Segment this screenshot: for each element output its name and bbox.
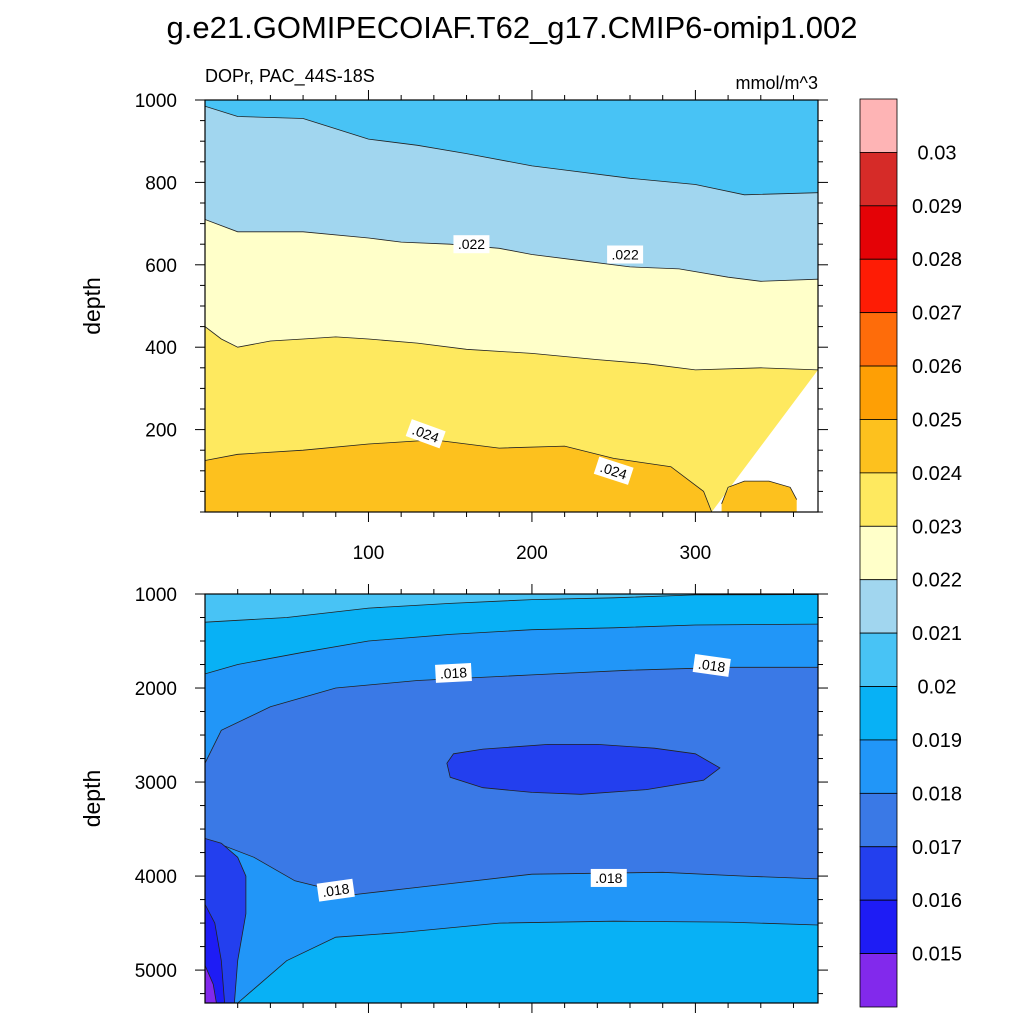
contour-label: .018 bbox=[435, 663, 472, 683]
contour-label-text: .022 bbox=[458, 236, 485, 252]
contour-band-bottom-4 bbox=[205, 838, 818, 1003]
y-tick-label: 800 bbox=[145, 173, 177, 194]
chart-title: g.e21.GOMIPECOIAF.T62_g17.CMIP6-omip1.00… bbox=[167, 10, 858, 45]
contour-line-top-0 bbox=[205, 439, 713, 512]
contour-label-text: .018 bbox=[595, 870, 622, 886]
contour-line-top-3 bbox=[205, 219, 818, 282]
colorbar-swatch bbox=[859, 205, 898, 260]
contour-label: .018 bbox=[316, 878, 355, 902]
colorbar-label: 0.03 bbox=[918, 142, 957, 164]
contour-band-top-4 bbox=[205, 106, 818, 282]
y-tick-label: 5000 bbox=[135, 961, 177, 982]
contour-blob-bottom-0 bbox=[446, 744, 721, 795]
contour-line-bottom-0 bbox=[205, 594, 818, 623]
colorbar-label: 0.026 bbox=[912, 356, 962, 378]
colorbar-label: 0.027 bbox=[912, 303, 962, 325]
colorbar-label: 0.022 bbox=[912, 570, 962, 592]
colorbar-label: 0.016 bbox=[912, 890, 962, 912]
y-tick-label: 1000 bbox=[135, 91, 177, 112]
colorbar-label: 0.015 bbox=[912, 944, 962, 966]
x-tick-label: 100 bbox=[353, 543, 385, 564]
contour-band-bottom-0 bbox=[205, 594, 818, 623]
contour-band-bottom-1 bbox=[205, 594, 818, 674]
contour-line-bottom-3 bbox=[205, 838, 818, 896]
colorbar-swatch bbox=[859, 365, 898, 420]
colorbar-label: 0.024 bbox=[912, 463, 962, 485]
y-tick-label: 1000 bbox=[135, 585, 177, 606]
contour-blob-bottom-3 bbox=[205, 965, 217, 1003]
colorbar-swatch bbox=[859, 632, 898, 687]
colorbar-label: 0.018 bbox=[912, 783, 962, 805]
colorbar-swatch bbox=[859, 792, 898, 848]
colorbar-swatch bbox=[859, 846, 898, 901]
colorbar-swatch bbox=[859, 899, 898, 954]
contour-band-top-0 bbox=[205, 439, 818, 512]
y-axis-label: depth bbox=[79, 277, 105, 335]
contour-label: .022 bbox=[607, 245, 644, 264]
colorbar-swatch bbox=[859, 258, 898, 314]
colorbar-swatch bbox=[859, 98, 898, 153]
contour-label-text: .018 bbox=[439, 664, 467, 681]
plot-frame-bottom bbox=[204, 593, 819, 1004]
contour-band-bottom-2 bbox=[205, 624, 818, 764]
colorbar-label: 0.02 bbox=[918, 677, 957, 699]
contour-line-bottom-1 bbox=[205, 623, 818, 675]
contour-panel-bottom: 1000 2000 3000 4000 5000 depth .018 .018 .018 .01… bbox=[79, 584, 828, 1013]
y-tick-label: 3000 bbox=[135, 773, 177, 794]
contour-line-top-1 bbox=[721, 480, 798, 504]
x-tick-label: 300 bbox=[680, 543, 712, 564]
colorbar-swatch bbox=[859, 472, 898, 527]
colorbar-label: 0.025 bbox=[912, 409, 962, 431]
contour-band-bottom-5 bbox=[205, 921, 818, 1003]
colorbar: 0.03 0.029 0.028 0.027 0.026 0.025 0.024 0.023 0… bbox=[859, 98, 962, 1008]
colorbar-swatch bbox=[859, 739, 898, 794]
colorbar-label: 0.019 bbox=[912, 730, 962, 752]
colorbar-label: 0.029 bbox=[912, 196, 962, 218]
colorbar-label: 0.028 bbox=[912, 249, 962, 271]
colorbar-label: 0.021 bbox=[912, 623, 962, 645]
x-tick-label: 200 bbox=[516, 543, 548, 564]
colorbar-label: 0.023 bbox=[912, 516, 962, 538]
contour-band-top-5 bbox=[205, 100, 818, 195]
contour-line-bottom-4 bbox=[205, 920, 818, 1003]
contour-line-top-2 bbox=[205, 326, 818, 371]
contour-label-text: .018 bbox=[697, 656, 726, 676]
y-tick-label: 600 bbox=[145, 256, 177, 277]
y-tick-label: 2000 bbox=[135, 679, 177, 700]
contour-band-top-3 bbox=[205, 219, 818, 370]
contour-label: .024 bbox=[593, 456, 634, 485]
colorbar-swatch bbox=[859, 686, 898, 741]
colorbar-label: 0.017 bbox=[912, 837, 962, 859]
contour-label: .022 bbox=[453, 235, 490, 254]
colorbar-swatch bbox=[859, 312, 898, 367]
y-tick-label: 4000 bbox=[135, 867, 177, 888]
colorbar-swatch bbox=[859, 525, 898, 581]
colorbar-swatch bbox=[859, 419, 898, 474]
y-tick-label: 200 bbox=[145, 421, 177, 442]
contour-label-text: .022 bbox=[611, 247, 638, 263]
units-label: mmol/m^3 bbox=[736, 73, 818, 93]
colorbar-swatch bbox=[859, 579, 898, 634]
colorbar-swatch bbox=[859, 953, 898, 1008]
panel-subtitle-variable: DOPr, PAC_44S-18S bbox=[205, 66, 375, 87]
contour-label-text: .018 bbox=[321, 880, 350, 900]
y-axis-label: depth bbox=[79, 770, 105, 828]
contour-line-top-4 bbox=[205, 105, 818, 196]
contour-label: .018 bbox=[590, 868, 627, 887]
contour-band-top-1 bbox=[721, 481, 797, 512]
contour-label: .018 bbox=[692, 654, 731, 677]
colorbar-swatch bbox=[859, 152, 898, 207]
y-tick-label: 400 bbox=[145, 338, 177, 359]
